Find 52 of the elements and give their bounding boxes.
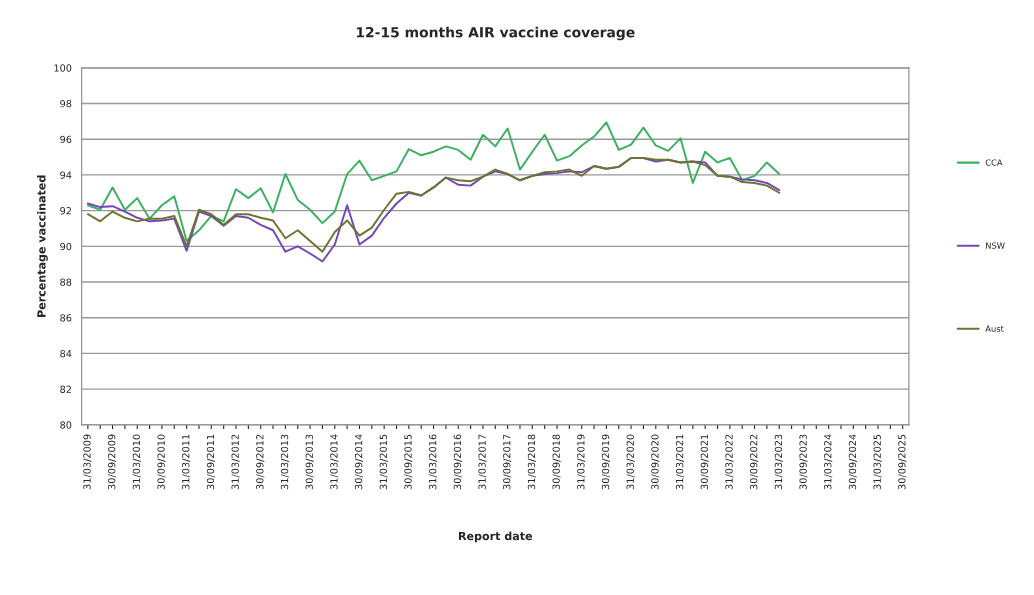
line-series xyxy=(86,121,781,242)
x-tick-label: 31/03/2016 xyxy=(429,434,438,490)
x-tick-label: 30/09/2012 xyxy=(256,434,265,490)
y-tick-label: 96 xyxy=(60,135,72,144)
x-tick-label: 30/09/2014 xyxy=(354,434,364,490)
y-tick-label: 84 xyxy=(60,349,72,358)
y-tick-label: 94 xyxy=(60,171,72,179)
y-tick-label: 86 xyxy=(60,314,72,322)
legend-label: NSW xyxy=(986,242,1005,249)
y-tick-label: 82 xyxy=(60,385,71,393)
x-tick-label: 30/09/2013 xyxy=(305,434,314,490)
x-tick-label: 30/09/2024 xyxy=(848,434,857,490)
x-axis-title: Report date xyxy=(458,531,533,543)
x-tick-label: 30/09/2020 xyxy=(651,434,660,490)
x-tick-label: 30/09/2010 xyxy=(157,434,166,490)
y-tick-label: 98 xyxy=(60,100,72,108)
x-tick-label: 31/03/2019 xyxy=(577,434,586,490)
x-tick-label: 31/03/2013 xyxy=(280,434,289,490)
x-tick-label: 31/03/2014 xyxy=(330,434,339,490)
y-axis-title: Percentage vaccinated xyxy=(37,175,48,317)
x-tick-label: 30/09/2019 xyxy=(601,434,610,490)
y-tick-label: 88 xyxy=(60,278,72,286)
x-tick-label: 30/09/2011 xyxy=(206,434,215,490)
x-tick-label: 30/09/2023 xyxy=(799,434,808,490)
x-tick-label: 31/03/2010 xyxy=(132,434,141,490)
y-tick-label: 80 xyxy=(60,421,72,429)
x-tick-label: 30/09/2022 xyxy=(750,434,759,490)
x-tick-label: 31/03/2024 xyxy=(824,434,833,490)
x-tick-label: 30/09/2018 xyxy=(552,434,561,490)
x-tick-label: 30/09/2021 xyxy=(700,434,709,490)
x-tick-label: 30/09/2009 xyxy=(108,434,117,490)
x-tick-label: 30/09/2025 xyxy=(898,434,907,490)
y-tick-label: 100 xyxy=(54,64,72,72)
chart-title: 12-15 months AIR vaccine coverage xyxy=(356,26,635,41)
x-tick-label: 31/03/2015 xyxy=(379,434,388,490)
x-tick-label: 30/09/2017 xyxy=(503,434,512,490)
legend-label: Aust xyxy=(985,325,1004,332)
x-tick-label: 31/03/2021 xyxy=(675,434,685,490)
x-tick-label: 31/03/2018 xyxy=(527,434,536,490)
x-tick-label: 31/03/2009 xyxy=(83,434,92,490)
y-tick-label: 90 xyxy=(60,242,72,251)
x-tick-label: 31/03/2011 xyxy=(182,434,191,490)
x-tick-label: 31/03/2023 xyxy=(774,434,783,490)
legend-label: CCA xyxy=(985,159,1003,166)
x-tick-label: 31/03/2022 xyxy=(725,434,734,490)
x-tick-label: 30/09/2016 xyxy=(453,434,462,490)
x-tick-label: 31/03/2012 xyxy=(231,434,240,490)
x-tick-label: 31/03/2025 xyxy=(873,434,882,490)
x-tick-label: 31/03/2017 xyxy=(478,434,487,490)
x-tick-label: 30/09/2015 xyxy=(404,434,413,490)
y-tick-label: 92 xyxy=(60,207,71,215)
x-tick-label: 31/03/2020 xyxy=(626,434,635,490)
